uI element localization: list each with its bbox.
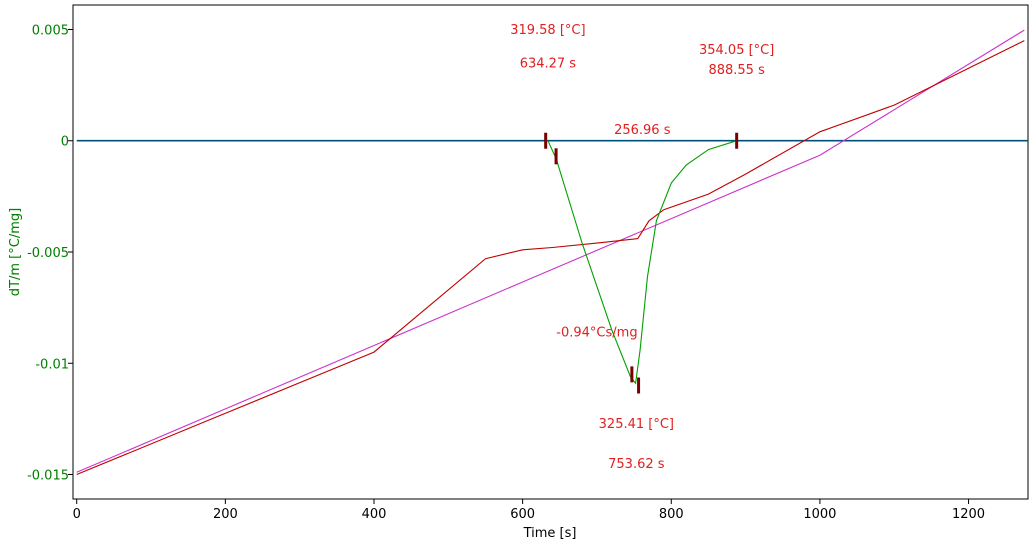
x-tick-label-4: 800 xyxy=(659,507,684,522)
x-axis: 0 200 400 600 800 1000 1200 xyxy=(73,499,985,522)
y-tick-label-4: -0.015 xyxy=(27,469,69,484)
annotation-1-line2: 888.55 s xyxy=(708,63,765,78)
annotation-4-line1: 325.41 [°C] xyxy=(599,417,674,432)
y-tick-label-2: -0.005 xyxy=(27,246,69,261)
x-tick-label-5: 1000 xyxy=(803,507,836,522)
annotation-0-line2: 634.27 s xyxy=(520,56,577,71)
x-tick-label-3: 600 xyxy=(510,507,535,522)
annotation-0-line1: 319.58 [°C] xyxy=(510,23,585,38)
series-line-1 xyxy=(76,29,1025,473)
y-axis-label: dT/m [°C/mg] xyxy=(8,208,23,296)
annotation-3-line1: -0.94°Cs/mg xyxy=(556,326,637,341)
annotation-1-line1: 354.05 [°C] xyxy=(699,43,774,58)
series-layer xyxy=(76,29,1028,476)
annotation-2-line1: 256.96 s xyxy=(614,123,671,138)
y-tick-label-3: -0.01 xyxy=(35,357,69,372)
y-tick-label-1: 0 xyxy=(61,135,69,150)
x-tick-label-1: 200 xyxy=(213,507,238,522)
y-axis: 0.005 0 -0.005 -0.01 -0.015 xyxy=(27,23,73,484)
y-tick-label-0: 0.005 xyxy=(32,23,69,38)
series-line-2 xyxy=(76,40,1025,476)
annotation-4-line2: 753.62 s xyxy=(608,457,665,472)
marker-layer xyxy=(544,132,739,394)
annotation-layer: 319.58 [°C] 634.27 s 354.05 [°C] 888.55 s 25… xyxy=(510,23,774,472)
series-line-3 xyxy=(547,140,737,385)
x-tick-label-0: 0 xyxy=(73,507,81,522)
x-tick-label-2: 400 xyxy=(362,507,387,522)
plot-frame xyxy=(72,4,1029,500)
x-tick-label-6: 1200 xyxy=(952,507,985,522)
x-axis-label: Time [s] xyxy=(523,526,577,541)
